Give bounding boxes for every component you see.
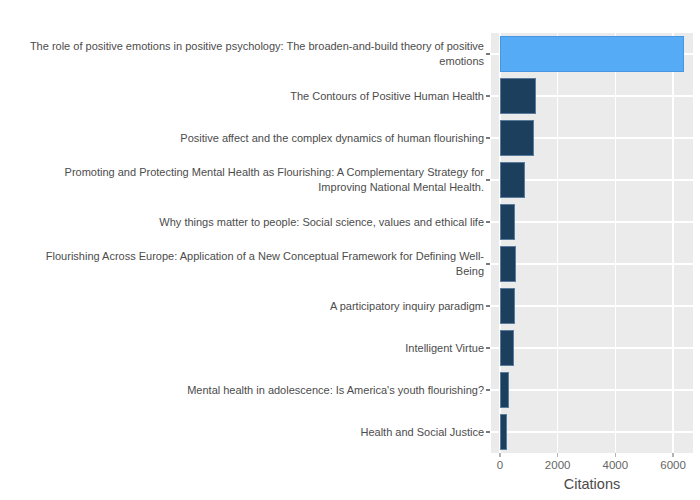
- y-gridline: [491, 347, 693, 348]
- y-gridline: [491, 305, 693, 306]
- bar-2[interactable]: [500, 120, 534, 156]
- y-gridline: [491, 431, 693, 432]
- y-tick-label-3: Promoting and Protecting Mental Health a…: [19, 159, 484, 201]
- y-tick-mark: [486, 431, 490, 433]
- bar-5[interactable]: [500, 246, 516, 282]
- bar-0[interactable]: [500, 36, 684, 72]
- x-tick-label: 6000: [660, 459, 686, 471]
- y-tick-mark: [486, 305, 490, 307]
- bar-7[interactable]: [500, 330, 514, 366]
- y-tick-label-8: Mental health in adolescence: Is America…: [19, 369, 484, 411]
- y-tick-label-9: Health and Social Justice: [19, 411, 484, 453]
- y-tick-mark: [486, 137, 490, 139]
- x-tick-mark: [615, 453, 617, 457]
- x-axis-title: Citations: [491, 476, 693, 492]
- bar-8[interactable]: [500, 372, 509, 408]
- y-gridline: [491, 263, 693, 264]
- y-tick-label-5: Flourishing Across Europe: Application o…: [19, 243, 484, 285]
- y-tick-mark: [486, 179, 490, 181]
- x-tick-mark: [557, 453, 559, 457]
- x-tick-mark: [499, 453, 501, 457]
- y-gridline: [491, 389, 693, 390]
- y-tick-label-0: The role of positive emotions in positiv…: [19, 33, 484, 75]
- y-tick-label-2: Positive affect and the complex dynamics…: [19, 117, 484, 159]
- y-tick-label-7: Intelligent Virtue: [19, 327, 484, 369]
- y-tick-mark: [486, 95, 490, 97]
- y-tick-mark: [486, 263, 490, 265]
- y-tick-mark: [486, 389, 490, 391]
- x-tick-mark: [672, 453, 674, 457]
- y-tick-mark: [486, 347, 490, 349]
- bar-4[interactable]: [500, 204, 515, 240]
- x-tick-label: 4000: [603, 459, 629, 471]
- y-tick-label-1: The Contours of Positive Human Health: [19, 75, 484, 117]
- y-tick-mark: [486, 221, 490, 223]
- bar-6[interactable]: [500, 288, 515, 324]
- bar-9[interactable]: [500, 414, 507, 450]
- y-tick-mark: [486, 53, 490, 55]
- y-tick-label-4: Why things matter to people: Social scie…: [19, 201, 484, 243]
- bar-3[interactable]: [500, 162, 525, 198]
- citations-bar-chart: The role of positive emotions in positiv…: [0, 0, 700, 500]
- y-tick-label-6: A participatory inquiry paradigm: [19, 285, 484, 327]
- bar-1[interactable]: [500, 78, 536, 114]
- x-tick-label: 0: [497, 459, 503, 471]
- x-tick-label: 2000: [545, 459, 571, 471]
- plot-area: [491, 33, 693, 453]
- y-gridline: [491, 221, 693, 222]
